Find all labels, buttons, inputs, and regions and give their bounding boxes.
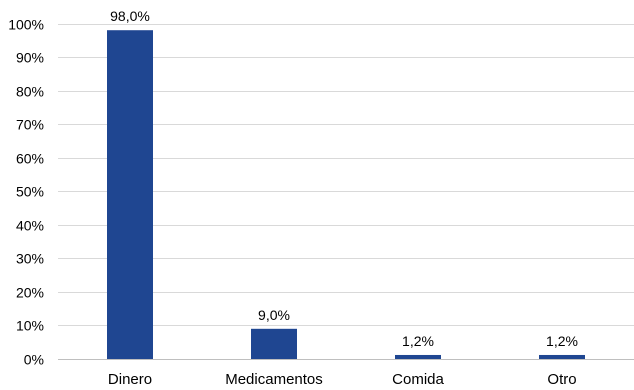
data-label-comida: 1,2% [402,333,434,349]
y-tick-label: 60% [16,151,44,167]
category-label-dinero: Dinero [108,371,152,388]
y-tick-label: 40% [16,218,44,234]
x-axis-category-labels: Dinero Medicamentos Comida Otro [108,371,577,388]
data-label-dinero: 98,0% [110,8,150,24]
gridlines [58,24,634,326]
data-label-otro: 1,2% [546,333,578,349]
y-tick-label: 20% [16,285,44,301]
data-label-medicamentos: 9,0% [258,307,290,323]
data-labels: 98,0% 9,0% 1,2% 1,2% [110,8,578,349]
y-tick-label: 80% [16,84,44,100]
category-label-comida: Comida [392,371,444,388]
bar-otro [539,354,585,359]
category-label-otro: Otro [547,371,576,388]
bars [107,30,585,360]
bar-comida [395,354,441,359]
y-tick-label: 0% [24,352,44,368]
y-tick-label: 10% [16,318,44,334]
y-tick-label: 100% [8,17,44,33]
y-tick-label: 30% [16,251,44,267]
bar-dinero [107,30,153,360]
y-tick-label: 70% [16,117,44,133]
y-tick-label: 90% [16,50,44,66]
y-axis-tick-labels: 0% 10% 20% 30% 40% 50% 60% 70% 80% 90% 100% [8,17,44,368]
bar-medicamentos [251,328,297,359]
y-tick-label: 50% [16,184,44,200]
category-label-medicamentos: Medicamentos [225,371,323,388]
